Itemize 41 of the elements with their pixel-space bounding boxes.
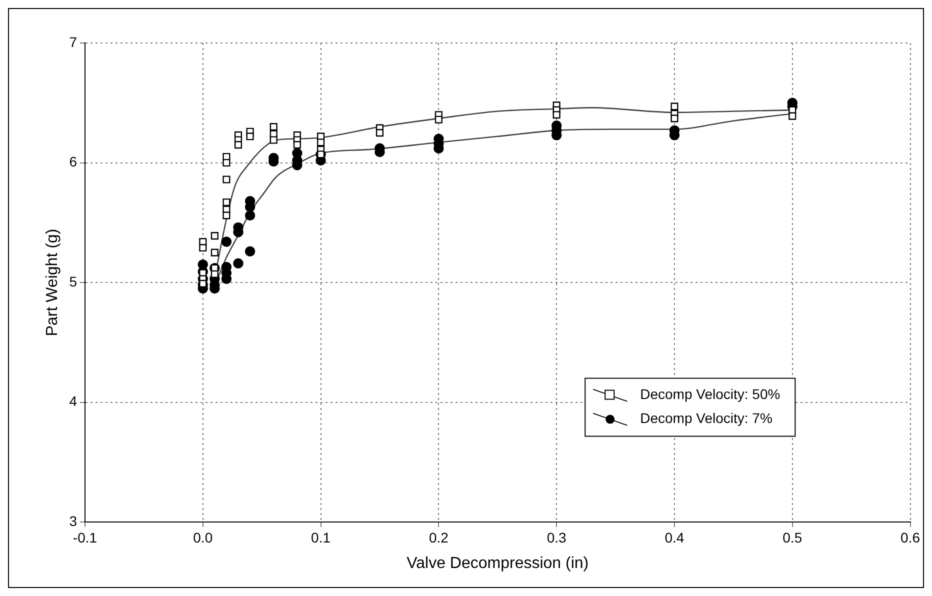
x-tick-label: 0.4 (664, 529, 684, 546)
point (210, 232, 218, 240)
point (317, 138, 325, 146)
x-tick-label: 0.0 (193, 529, 213, 546)
y-tick-label: 5 (69, 273, 78, 290)
point (210, 270, 218, 278)
x-axis-title: Valve Decompression (in) (406, 554, 589, 572)
point (434, 116, 442, 124)
y-tick-label: 3 (69, 512, 78, 529)
point (222, 176, 230, 184)
point (788, 112, 796, 120)
point (222, 198, 230, 206)
y-tick-label: 6 (69, 154, 78, 170)
y-tick-label: 4 (69, 393, 78, 410)
x-tick-label: 0.6 (900, 529, 920, 546)
x-tick-label: 0.2 (428, 529, 449, 546)
point (210, 248, 218, 256)
point (244, 210, 256, 221)
point (270, 136, 278, 144)
point (199, 244, 207, 252)
point (246, 132, 254, 140)
point (222, 158, 230, 167)
y-axis-title: Part Weight (g) (44, 228, 62, 336)
x-tick-label: -0.1 (72, 529, 98, 546)
legend-label: Decomp Velocity: 50% (640, 386, 780, 402)
point (270, 123, 278, 131)
y-tick-label: 7 (69, 34, 78, 50)
point (552, 111, 560, 119)
point (293, 141, 301, 149)
point (222, 212, 230, 220)
x-tick-label: 0.1 (311, 529, 331, 546)
point (234, 141, 242, 149)
point (244, 246, 256, 256)
legend-label: Decomp Velocity: 7% (640, 410, 772, 426)
point (670, 102, 678, 110)
point (221, 236, 232, 247)
point (670, 114, 678, 122)
point (376, 129, 384, 137)
point (233, 258, 244, 268)
x-tick-label: 0.3 (546, 529, 567, 546)
x-tick-label: 0.5 (782, 529, 802, 546)
